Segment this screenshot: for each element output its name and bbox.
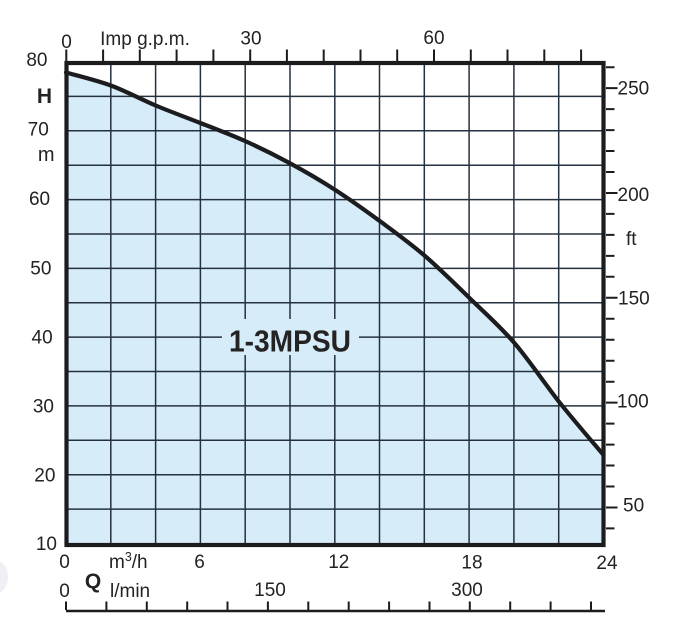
svg-text:300: 300 [451,580,483,601]
svg-text:12: 12 [328,552,349,573]
svg-text:50: 50 [623,495,644,516]
svg-text:18: 18 [461,553,482,574]
svg-text:24: 24 [596,553,618,574]
svg-text:60: 60 [29,189,50,210]
svg-text:Imp g.p.m.: Imp g.p.m. [100,29,190,50]
svg-text:40: 40 [32,327,53,348]
svg-text:6: 6 [194,552,205,573]
svg-text:m: m [38,144,55,166]
svg-text:0: 0 [59,581,70,602]
svg-text:50: 50 [30,259,51,280]
svg-text:0: 0 [61,32,72,53]
svg-text:30: 30 [33,396,54,417]
svg-text:1-3MPSU: 1-3MPSU [229,324,351,359]
svg-text:Q: Q [85,570,101,593]
svg-text:l/min: l/min [110,581,150,602]
svg-text:60: 60 [423,28,444,49]
svg-text:30: 30 [240,29,261,50]
svg-text:ft: ft [626,229,637,250]
svg-text:10: 10 [36,534,57,555]
svg-text:100: 100 [617,391,649,412]
svg-text:250: 250 [618,78,650,99]
svg-text:150: 150 [254,580,286,601]
svg-text:150: 150 [618,288,650,309]
svg-text:20: 20 [34,465,55,486]
svg-text:H: H [37,85,52,108]
svg-text:70: 70 [28,120,49,141]
svg-text:0: 0 [59,552,70,573]
svg-text:200: 200 [618,185,650,206]
svg-text:m3/h: m3/h [109,550,148,573]
svg-text:80: 80 [26,50,47,71]
